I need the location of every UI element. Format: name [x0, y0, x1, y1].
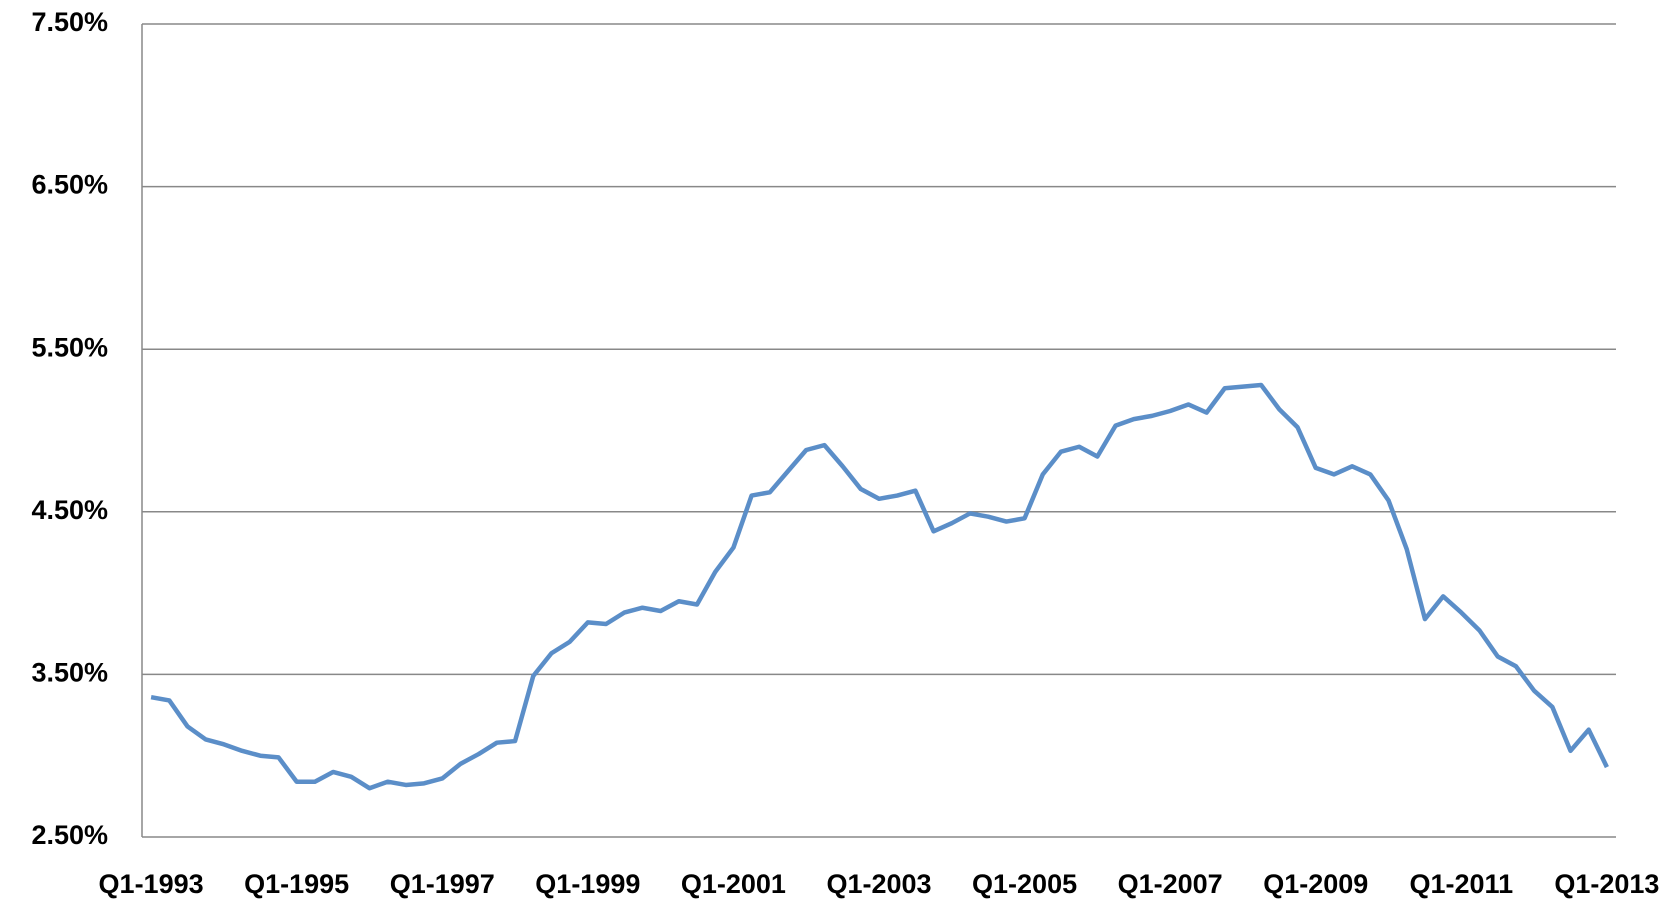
x-tick-label: Q1-2005 — [972, 869, 1077, 899]
x-tick-label: Q1-2009 — [1263, 869, 1368, 899]
y-tick-label: 7.50% — [31, 7, 108, 37]
x-tick-label: Q1-2011 — [1410, 869, 1514, 899]
x-tick-label: Q1-1999 — [535, 869, 640, 899]
x-tick-label: Q1-1997 — [390, 869, 495, 899]
y-tick-label: 6.50% — [31, 170, 108, 200]
x-tick-label: Q1-2013 — [1554, 869, 1659, 899]
x-tick-label: Q1-1993 — [99, 869, 204, 899]
y-tick-label: 3.50% — [31, 658, 108, 688]
x-tick-label: Q1-2007 — [1118, 869, 1223, 899]
y-tick-label: 4.50% — [31, 495, 108, 525]
data-line — [150, 382, 1609, 791]
x-tick-label: Q1-1995 — [244, 869, 349, 899]
y-tick-label: 2.50% — [31, 820, 108, 850]
y-tick-label: 5.50% — [31, 332, 108, 362]
x-tick-label: Q1-2001 — [681, 869, 786, 899]
x-tick-label: Q1-2003 — [826, 869, 931, 899]
